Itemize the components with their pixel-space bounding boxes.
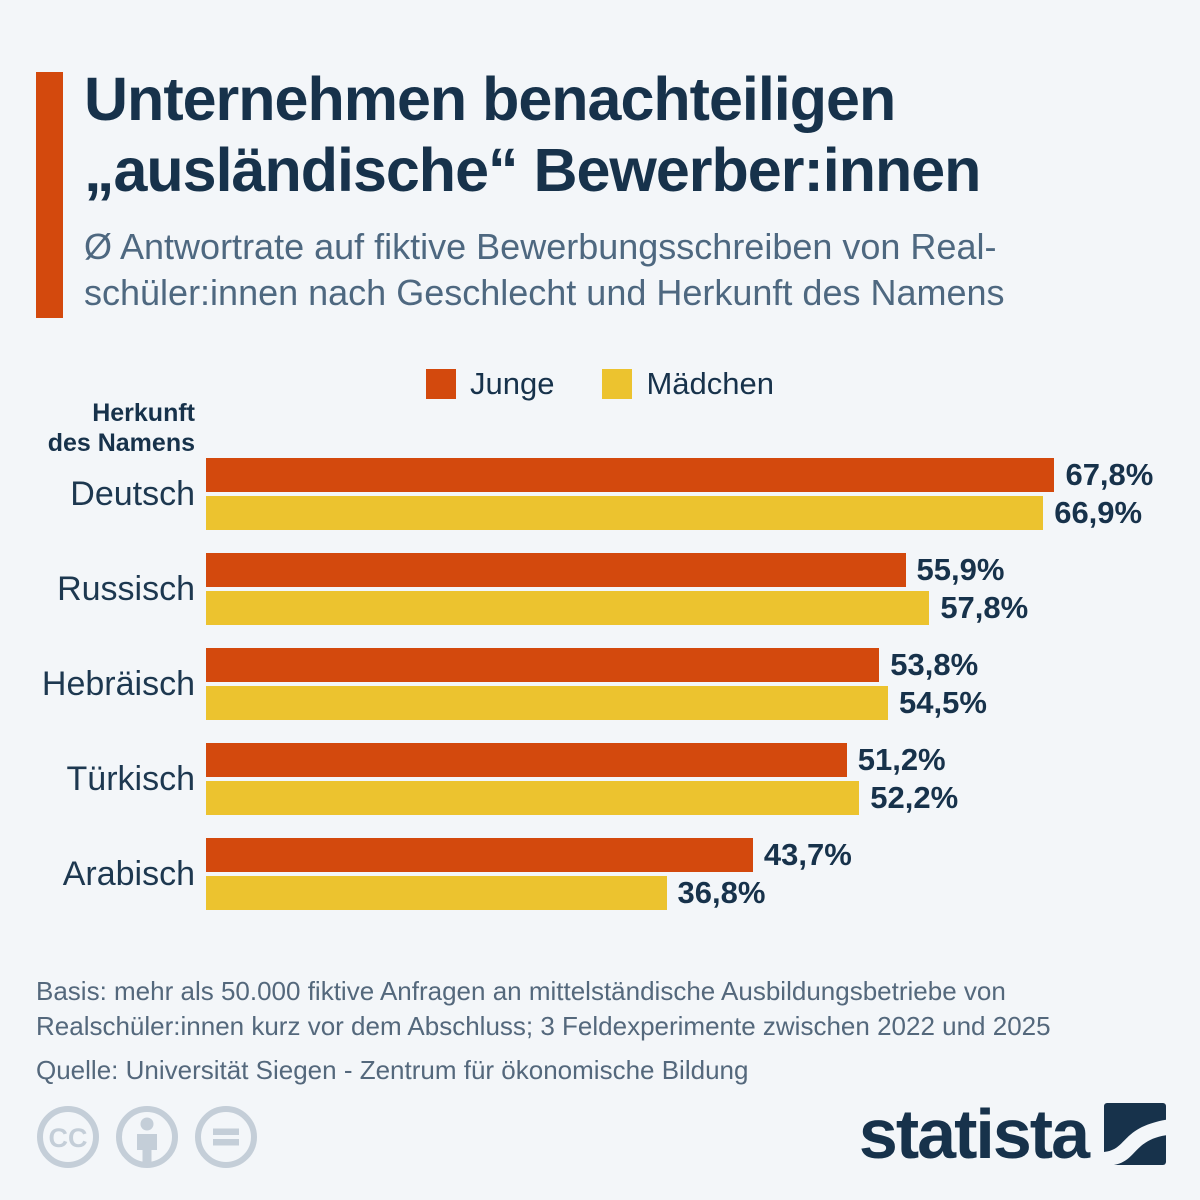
bar-line: 43,7%	[206, 837, 852, 872]
bar-value-label: 67,8%	[1065, 457, 1154, 492]
bar-group: 55,9% 57,8%	[206, 552, 1029, 625]
cc-icon: CC	[37, 1106, 99, 1168]
bar-group: 67,8% 66,9%	[206, 457, 1154, 530]
bar-line: 57,8%	[206, 590, 1029, 625]
cc-by-person-icon	[116, 1106, 178, 1168]
accent-bar	[36, 72, 63, 318]
legend: Junge Mädchen	[0, 366, 1200, 402]
basis-line-2: Realschüler:innen kurz vor dem Abschluss…	[36, 1011, 1051, 1041]
bar-line: 36,8%	[206, 875, 852, 910]
bar-mädchen	[206, 686, 889, 720]
bar-chart: Herkunft des Namens Deutsch 67,8% 66,9% Rus…	[0, 399, 1200, 910]
bar-value-label: 55,9%	[916, 552, 1005, 587]
bar-value-label: 51,2%	[857, 742, 946, 777]
chart-row: Deutsch 67,8% 66,9%	[36, 457, 1200, 530]
statista-wordmark: statista	[858, 1095, 1090, 1173]
cc-license-icons: CC	[35, 1104, 259, 1170]
axis-label-line-1: Herkunft	[92, 399, 195, 427]
bar-line: 54,5%	[206, 685, 987, 720]
bar-mädchen	[206, 591, 930, 625]
basis-line-1: Basis: mehr als 50.000 fiktive Anfragen …	[36, 976, 1006, 1006]
bar-mädchen	[206, 496, 1044, 530]
bar-line: 53,8%	[206, 647, 987, 682]
legend-label: Junge	[470, 366, 555, 401]
legend-item: Mädchen	[602, 366, 774, 402]
category-label: Hebräisch	[41, 664, 195, 703]
bar-value-label: 52,2%	[870, 780, 959, 815]
title-line-2: „ausländische“ Bewerber:innen	[84, 136, 981, 204]
chart-row: Arabisch 43,7% 36,8%	[36, 837, 1200, 910]
legend-swatch	[602, 369, 633, 399]
statista-logo-icon	[1104, 1103, 1166, 1165]
legend-label: Mädchen	[646, 366, 774, 401]
source-note: Quelle: Universität Siegen - Zentrum für…	[36, 1055, 749, 1085]
statista-logo: statista	[859, 1094, 1166, 1174]
legend-item: Junge	[426, 366, 554, 402]
bar-value-label: 43,7%	[763, 837, 852, 872]
category-label: Russisch	[57, 569, 195, 608]
bar-value-label: 66,9%	[1054, 495, 1143, 530]
bar-junge	[206, 458, 1055, 492]
bar-value-label: 54,5%	[899, 685, 987, 720]
bar-line: 51,2%	[206, 742, 958, 777]
header: Unternehmen benachteiligen „ausländische…	[0, 0, 1200, 318]
basis-note: Basis: mehr als 50.000 fiktive Anfragen …	[36, 974, 1164, 1044]
bar-line: 67,8%	[206, 457, 1154, 492]
cc-icon-label: CC	[49, 1123, 88, 1153]
category-label: Arabisch	[62, 854, 195, 893]
chart-row: Russisch 55,9% 57,8%	[36, 552, 1200, 625]
chart-rows: Deutsch 67,8% 66,9% Russisch 55,9% 57,8% Hebrä…	[0, 457, 1200, 910]
bar-junge	[206, 743, 847, 777]
bar-junge	[206, 838, 753, 872]
title-line-1: Unternehmen benachteiligen	[84, 65, 896, 133]
bar-line: 55,9%	[206, 552, 1028, 587]
chart-row: Türkisch 51,2% 52,2%	[36, 742, 1200, 815]
legend-swatch	[426, 369, 456, 399]
bar-line: 66,9%	[206, 495, 1153, 530]
chart-row: Hebräisch 53,8% 54,5%	[36, 647, 1200, 720]
bar-mädchen	[206, 781, 860, 815]
bar-junge	[206, 553, 906, 587]
chart-subtitle: Ø Antwortrate auf fiktive Bewerbungsschr…	[84, 224, 1164, 316]
bar-junge	[206, 648, 880, 682]
cc-nd-equals-icon	[195, 1106, 257, 1168]
bar-value-label: 57,8%	[940, 590, 1029, 625]
footer: Basis: mehr als 50.000 fiktive Anfragen …	[36, 974, 1164, 1088]
subtitle-line-1: Ø Antwortrate auf fiktive Bewerbungsschr…	[84, 226, 997, 267]
subtitle-line-2: schüler:innen nach Geschlecht und Herkun…	[84, 272, 1005, 313]
category-label: Türkisch	[66, 759, 195, 798]
bar-value-label: 36,8%	[677, 875, 766, 910]
bar-group: 43,7% 36,8%	[206, 837, 852, 910]
category-label: Deutsch	[70, 474, 195, 513]
bar-line: 52,2%	[206, 780, 959, 815]
category-axis-label: Herkunft des Namens	[36, 398, 195, 458]
page-title: Unternehmen benachteiligen „ausländische…	[84, 64, 1164, 206]
bar-group: 53,8% 54,5%	[206, 647, 987, 720]
axis-label-line-2: des Namens	[47, 429, 195, 457]
bar-mädchen	[206, 876, 667, 910]
bar-group: 51,2% 52,2%	[206, 742, 959, 815]
bar-value-label: 53,8%	[890, 647, 979, 682]
